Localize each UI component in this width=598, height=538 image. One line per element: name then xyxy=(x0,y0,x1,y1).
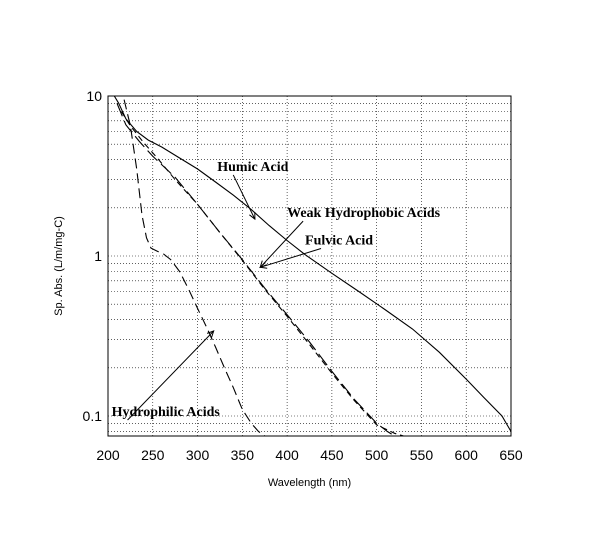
y-tick-label: 0.1 xyxy=(83,408,103,424)
x-tick-label: 450 xyxy=(320,447,344,463)
annotation-fulvic-acid: Fulvic Acid xyxy=(305,234,373,249)
x-tick-label: 300 xyxy=(186,447,210,463)
annotation-humic-acid: Humic Acid xyxy=(217,160,288,175)
annotation-arrow xyxy=(259,220,304,268)
x-tick-label: 350 xyxy=(231,447,255,463)
x-tick-label: 550 xyxy=(410,447,434,463)
annotation-weak-hydrophobic-acids: Weak Hydrophobic Acids xyxy=(287,206,441,221)
x-tick-label: 400 xyxy=(275,447,299,463)
y-tick-label: 1 xyxy=(94,248,102,264)
ticks: 200 250 300 350 400 450 500 550 600 650 0.1 1 10 xyxy=(83,88,523,463)
annotation-arrow xyxy=(260,248,322,268)
annotation-arrow xyxy=(232,174,256,220)
series-fulvic-acid xyxy=(120,111,404,437)
y-axis-label: Sp. Abs. (L/m/mg-C) xyxy=(53,216,65,316)
x-tick-label: 600 xyxy=(455,447,479,463)
x-tick-label: 500 xyxy=(365,447,389,463)
series-humic-acid xyxy=(113,95,512,432)
annotation-arrowhead xyxy=(259,262,268,269)
grid xyxy=(108,96,511,436)
series-hydrophilic-acids xyxy=(123,99,266,437)
x-tick-label: 200 xyxy=(96,447,120,463)
annotations: Humic Acid Weak Hydrophobic Acids Fulvic A… xyxy=(112,160,441,421)
plot-frame xyxy=(107,95,512,437)
annotation-hydrophilic-acids: Hydrophilic Acids xyxy=(112,405,221,420)
series-layer xyxy=(113,95,512,437)
x-tick-label: 650 xyxy=(499,447,523,463)
annotation-arrow xyxy=(127,330,215,421)
annotation-arrowhead xyxy=(206,330,215,338)
annotation-arrowhead xyxy=(249,212,256,221)
series-weak-hydrophobic-acids xyxy=(116,103,395,437)
x-axis-label: Wavelength (nm) xyxy=(268,477,351,489)
x-tick-label: 250 xyxy=(141,447,165,463)
y-tick-label: 10 xyxy=(86,88,102,104)
